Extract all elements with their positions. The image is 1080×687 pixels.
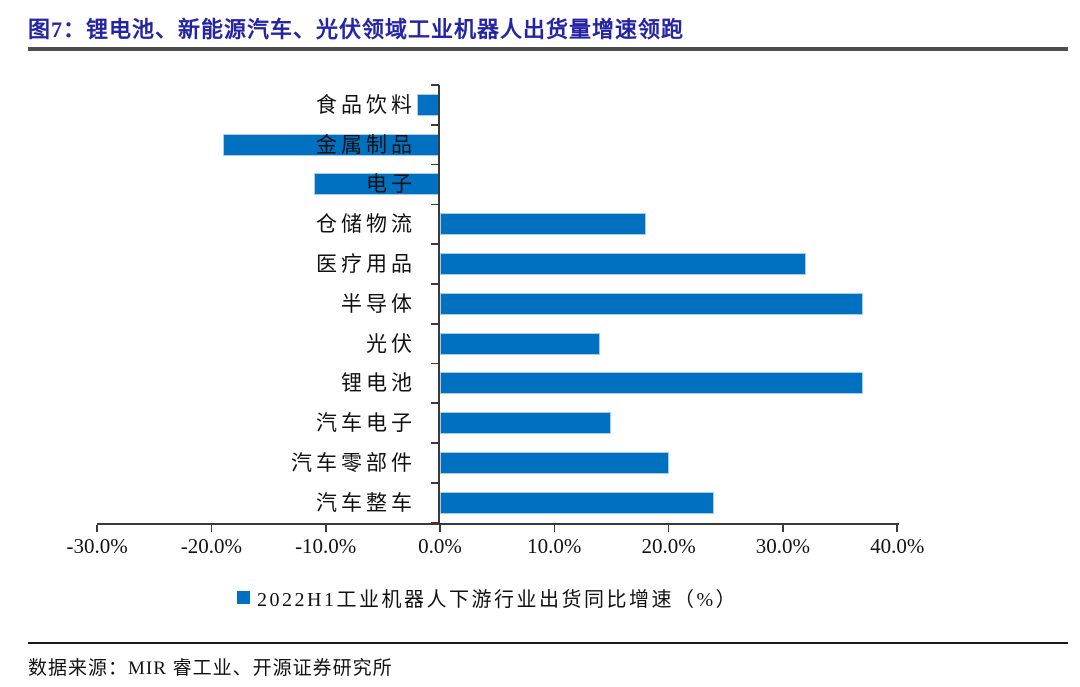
category-label: 仓储物流: [316, 212, 416, 237]
y-axis-tick: [431, 243, 439, 245]
x-axis-tick-label: 0.0%: [418, 533, 462, 558]
x-axis-tick-label: 10.0%: [527, 533, 582, 558]
category-label: 光伏: [366, 331, 416, 356]
x-axis-tick: [210, 524, 213, 532]
source-divider: [28, 642, 1068, 644]
category-label: 金属制品: [316, 132, 416, 157]
bar: [440, 412, 612, 435]
category-label: 汽车电子: [316, 411, 416, 436]
category-label: 电子: [366, 172, 416, 197]
legend-marker-icon: [237, 591, 250, 604]
bar: [440, 491, 715, 514]
y-axis-tick: [431, 283, 439, 285]
figure-title: 图7：锂电池、新能源汽车、光伏领域工业机器人出货量增速领跑: [28, 17, 685, 42]
category-label: 汽车零部件: [291, 450, 416, 475]
category-label: 医疗用品: [316, 251, 416, 276]
x-axis-tick: [782, 524, 784, 532]
x-axis-tick: [667, 524, 670, 532]
x-axis-tick: [553, 524, 556, 532]
title-underline: [28, 47, 1068, 51]
y-axis-tick: [431, 322, 439, 325]
bar: [417, 93, 440, 116]
x-axis-tick-label: -10.0%: [295, 533, 357, 558]
y-axis-tick: [431, 163, 439, 166]
y-axis-tick: [431, 84, 439, 86]
x-axis-tick: [96, 524, 98, 532]
x-axis-tick: [324, 524, 327, 532]
x-axis-tick-label: 20.0%: [641, 533, 696, 558]
bar: [440, 451, 669, 474]
bar: [440, 372, 863, 395]
category-label: 汽车整车: [316, 490, 416, 515]
bar: [440, 252, 806, 275]
x-axis-tick: [896, 524, 899, 532]
bar: [440, 332, 601, 355]
y-axis-tick: [431, 402, 439, 405]
x-axis-tick: [439, 524, 441, 532]
y-axis-line: [438, 85, 441, 525]
bar: [440, 292, 863, 315]
category-label: 锂电池: [341, 371, 416, 396]
y-axis-tick: [431, 481, 439, 484]
category-label: 半导体: [341, 291, 416, 316]
x-axis-tick-label: 40.0%: [870, 533, 925, 558]
data-source-text: 数据来源：MIR 睿工业、开源证券研究所: [28, 658, 393, 679]
legend-label: 2022H1工业机器人下游行业出货同比增速（%）: [257, 589, 739, 611]
bar: [440, 213, 646, 236]
x-axis-tick-label: -30.0%: [66, 533, 128, 558]
y-axis-tick: [431, 123, 439, 126]
y-axis-tick: [431, 203, 439, 206]
y-axis-tick: [431, 362, 439, 365]
y-axis-tick: [431, 442, 439, 444]
legend: 2022H1工业机器人下游行业出货同比增速（%）: [237, 583, 738, 612]
category-label: 食品饮料: [316, 92, 416, 117]
x-axis-line: [97, 522, 899, 525]
x-axis-tick-label: 30.0%: [755, 533, 811, 558]
x-axis-tick-label: -20.0%: [180, 533, 243, 558]
